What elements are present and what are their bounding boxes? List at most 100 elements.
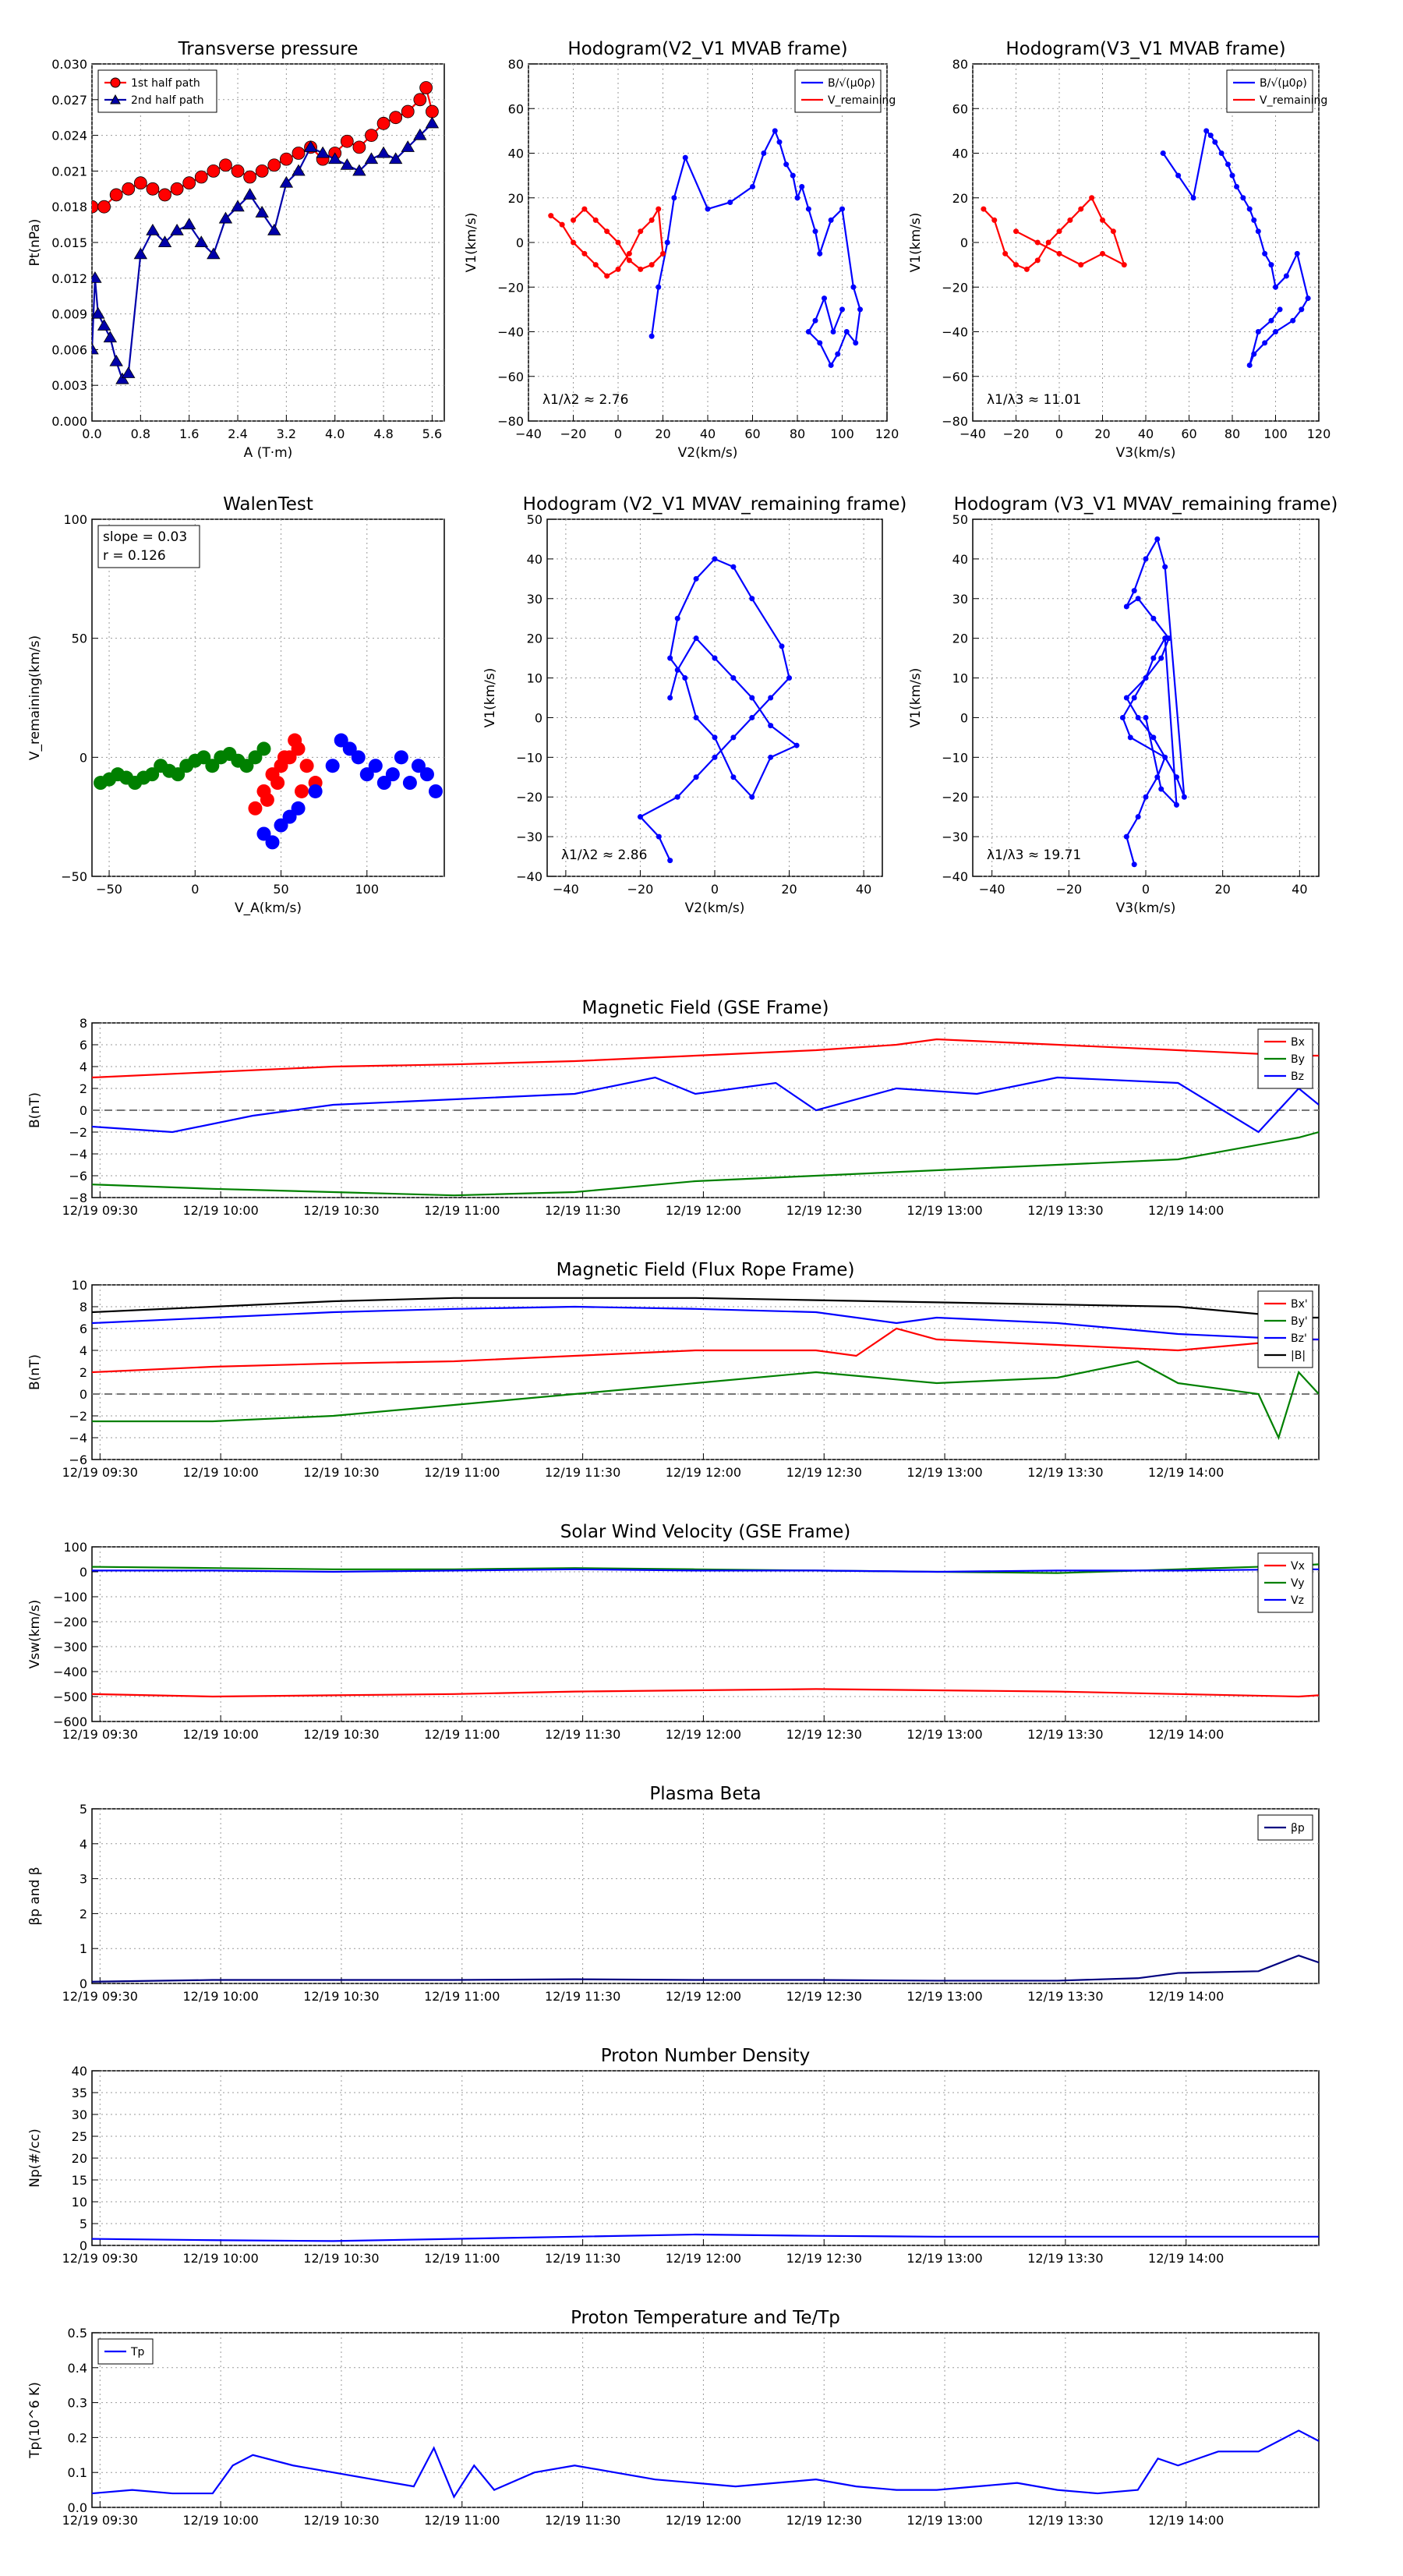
data-point xyxy=(368,759,383,773)
legend-label: 1st half path xyxy=(131,77,200,90)
y-tick-label: −50 xyxy=(61,869,87,884)
y-tick-label: 0.000 xyxy=(51,414,87,429)
data-point xyxy=(1034,257,1041,264)
x-tick-label: 12/19 13:00 xyxy=(906,1727,982,1742)
data-point xyxy=(604,273,610,279)
y-tick-label: 15 xyxy=(72,2173,87,2188)
data-point xyxy=(359,767,374,782)
data-point xyxy=(1002,250,1009,257)
data-point xyxy=(294,784,309,798)
data-point xyxy=(413,93,427,107)
chart-title: WalenTest xyxy=(223,494,313,515)
x-tick-label: 12/19 10:30 xyxy=(303,1989,379,2004)
x-tick-label: 12/19 09:30 xyxy=(62,1727,138,1742)
data-point xyxy=(805,329,811,334)
y-axis-label: βp and β xyxy=(27,1867,43,1925)
data-point xyxy=(626,257,632,264)
y-axis-label: B(nT) xyxy=(27,1354,43,1390)
data-point xyxy=(648,333,655,339)
data-point xyxy=(682,154,688,161)
x-tick-label: 2.4 xyxy=(228,426,247,441)
y-tick-label: 4 xyxy=(80,1837,87,1852)
y-tick-label: 6 xyxy=(80,1322,87,1336)
data-point xyxy=(248,750,263,765)
data-point xyxy=(1218,150,1225,156)
data-point xyxy=(1067,217,1073,223)
data-point xyxy=(604,228,610,235)
x-tick-label: 12/19 12:30 xyxy=(786,2513,862,2528)
y-tick-label: −20 xyxy=(516,790,542,805)
data-point xyxy=(790,172,796,179)
legend-label: |B| xyxy=(1291,1350,1306,1362)
data-point xyxy=(1110,228,1116,235)
y-tick-label: 2 xyxy=(80,1365,87,1380)
x-axis-label: V2(km/s) xyxy=(678,445,738,461)
data-point xyxy=(146,182,160,196)
x-tick-label: 12/19 13:30 xyxy=(1027,2251,1103,2266)
x-tick-label: 40 xyxy=(1292,882,1307,897)
y-tick-label: 0.021 xyxy=(51,164,87,179)
data-point xyxy=(1229,172,1235,179)
x-tick-label: 12/19 10:00 xyxy=(182,2251,258,2266)
data-point xyxy=(1251,351,1257,357)
data-point xyxy=(248,801,263,816)
legend-box xyxy=(1226,69,1313,113)
y-tick-label: 0.030 xyxy=(51,57,87,72)
data-point xyxy=(839,206,845,212)
y-tick-label: −40 xyxy=(942,325,968,340)
data-point xyxy=(850,284,857,290)
data-point xyxy=(170,182,184,196)
chart-hodo_v3v1_mvab: Hodogram(V3_V1 MVAB frame) −80 −60 −40 −20 0 2… xyxy=(908,39,1331,461)
x-tick-label: 12/19 13:30 xyxy=(1027,1989,1103,2004)
y-tick-label: −400 xyxy=(53,1665,87,1679)
data-point xyxy=(146,223,160,235)
x-tick-label: 12/19 11:00 xyxy=(424,1203,500,1218)
x-tick-label: 0 xyxy=(1142,882,1150,897)
data-point xyxy=(109,188,123,202)
x-tick-label: 1.6 xyxy=(179,426,199,441)
x-tick-label: 12/19 12:30 xyxy=(786,1989,862,2004)
y-tick-label: 50 xyxy=(952,512,968,527)
data-point xyxy=(243,170,257,184)
x-tick-label: 12/19 13:30 xyxy=(1027,1727,1103,1742)
x-tick-label: −20 xyxy=(1055,882,1082,897)
x-tick-label: 12/19 13:30 xyxy=(1027,1203,1103,1218)
data-point xyxy=(303,140,318,152)
chart-title: Magnetic Field (Flux Rope Frame) xyxy=(557,1260,855,1280)
data-point xyxy=(1283,273,1289,279)
data-point xyxy=(730,734,737,741)
y-tick-label: 4 xyxy=(80,1060,87,1074)
data-point xyxy=(182,176,196,190)
data-point xyxy=(1190,195,1196,201)
x-tick-label: 12/19 10:30 xyxy=(303,2251,379,2266)
data-point xyxy=(749,695,755,701)
x-tick-label: 12/19 12:00 xyxy=(666,2513,741,2528)
y-tick-label: −600 xyxy=(53,1714,87,1729)
series-0 xyxy=(637,556,800,864)
data-point xyxy=(1135,814,1141,820)
x-tick-label: 0.0 xyxy=(82,426,101,441)
data-point xyxy=(97,200,111,214)
data-point xyxy=(419,81,433,94)
x-tick-label: 12/19 12:00 xyxy=(666,1465,741,1480)
y-tick-label: 0.3 xyxy=(68,2396,87,2411)
x-tick-label: 12/19 11:30 xyxy=(545,1203,620,1218)
data-point xyxy=(1181,794,1187,800)
series-0 xyxy=(92,1327,1319,1374)
y-tick-label: 4 xyxy=(80,1343,87,1358)
data-point xyxy=(340,157,355,170)
x-tick-label: 5.6 xyxy=(422,426,442,441)
legend-label: Bz' xyxy=(1291,1332,1307,1345)
y-tick-label: 40 xyxy=(508,147,524,161)
data-point xyxy=(730,774,737,780)
data-point xyxy=(615,266,621,272)
y-tick-label: −4 xyxy=(69,1147,87,1162)
series-1 xyxy=(981,195,1127,272)
y-tick-label: 8 xyxy=(80,1300,87,1315)
data-point xyxy=(316,146,330,158)
legend: B/√(μ0ρ) V_remaining xyxy=(794,69,896,113)
x-tick-label: 12/19 13:00 xyxy=(906,1989,982,2004)
x-axis-label: V2(km/s) xyxy=(685,901,745,916)
data-point xyxy=(122,182,136,196)
series-line xyxy=(92,1327,1319,1374)
